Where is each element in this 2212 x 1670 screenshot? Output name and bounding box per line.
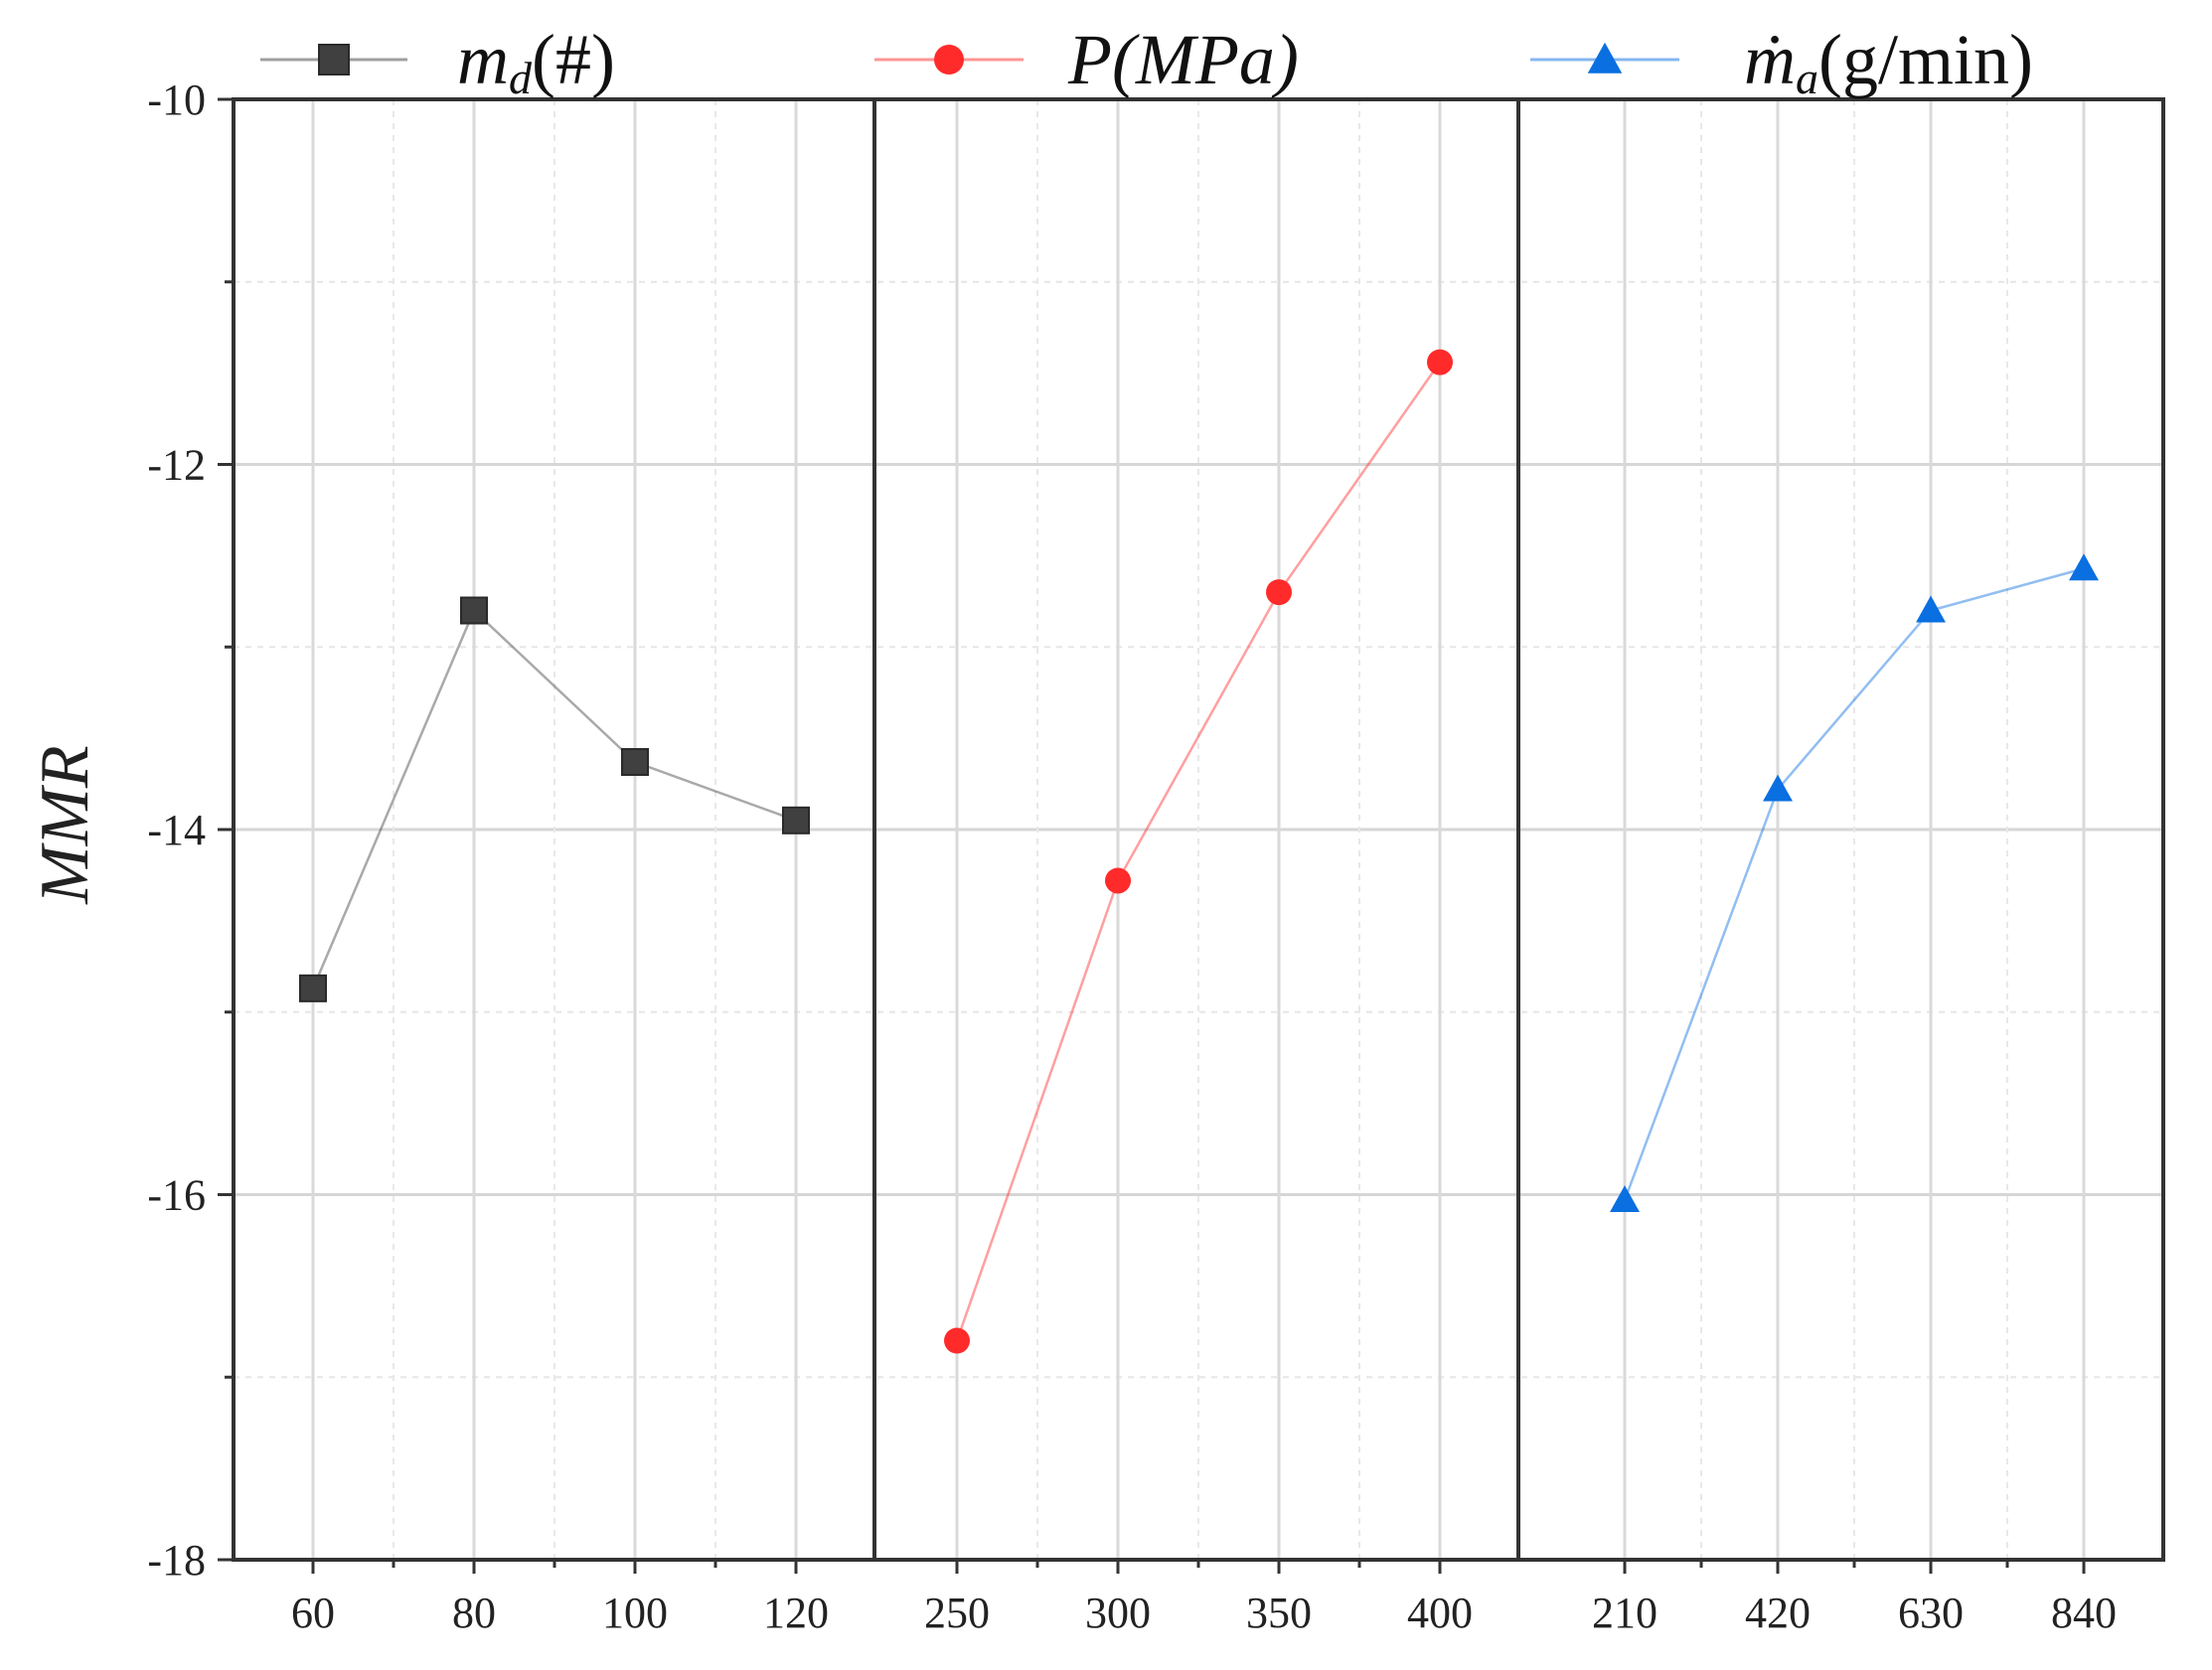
data-point-ma — [2069, 553, 2099, 581]
data-point-P — [944, 1327, 970, 1354]
x-tick-label: 80 — [452, 1589, 496, 1637]
data-point-P — [1105, 867, 1131, 894]
grid — [234, 97, 2163, 1562]
series-line-ma — [1623, 567, 2085, 1201]
legend-marker-ma — [1587, 42, 1623, 74]
data-point-P — [1427, 349, 1453, 376]
legend-marker-md — [318, 44, 350, 76]
y-tick-label: -10 — [147, 76, 206, 124]
legend-label-ma: ṁa(g/min) — [1744, 20, 2033, 103]
y-tick-label: -12 — [147, 441, 206, 490]
series-line-P — [955, 361, 1442, 1341]
data-point-ma — [1763, 774, 1793, 802]
series-group — [299, 349, 2099, 1354]
x-tick-label: 350 — [1246, 1589, 1312, 1637]
x-tick-label: 840 — [2051, 1589, 2117, 1637]
x-tick-label: 100 — [602, 1589, 668, 1637]
data-point-md — [621, 748, 649, 777]
series-line-md — [311, 608, 797, 989]
x-tick-label: 420 — [1745, 1589, 1811, 1637]
data-point-P — [1266, 579, 1292, 606]
y-axis-title: MMR — [27, 745, 103, 904]
x-tick-label: 250 — [924, 1589, 990, 1637]
legend: md(#) P(MPa) ṁa(g/min) — [260, 20, 2033, 103]
legend-label-md: md(#) — [457, 20, 615, 103]
x-tick-label: 400 — [1407, 1589, 1473, 1637]
x-tick-label: 300 — [1085, 1589, 1151, 1637]
x-tick-label: 120 — [763, 1589, 829, 1637]
legend-label-P: P(MPa) — [1067, 20, 1299, 99]
x-tick-label: 630 — [1898, 1589, 1964, 1637]
data-point-md — [782, 806, 810, 835]
data-point-ma — [1610, 1185, 1640, 1212]
y-tick-label: -18 — [147, 1536, 206, 1585]
data-point-md — [460, 596, 488, 625]
data-point-md — [299, 974, 327, 1002]
x-tick-label: 60 — [291, 1589, 335, 1637]
y-tick-label: -14 — [147, 806, 206, 854]
legend-marker-P — [934, 45, 964, 75]
data-point-ma — [1916, 595, 1946, 623]
y-tick-label: -16 — [147, 1171, 206, 1220]
x-tick-label: 210 — [1592, 1589, 1658, 1637]
axes: 60 80 100 120 250 300 350 400 210 420 630 840 -10 -12… — [147, 76, 2117, 1637]
